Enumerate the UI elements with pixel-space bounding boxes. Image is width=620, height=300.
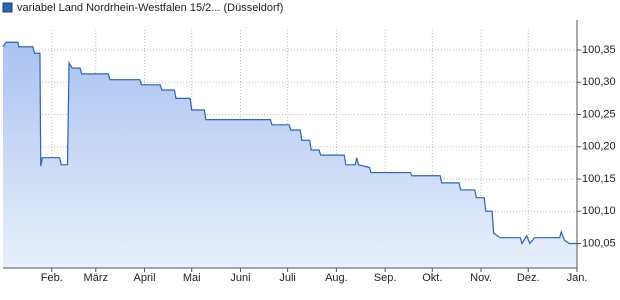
- x-tick-label: März: [84, 272, 108, 284]
- x-tick-label: Feb.: [41, 272, 63, 284]
- y-tick-label: 100,05: [582, 237, 616, 249]
- x-tick-label: Juli: [279, 272, 296, 284]
- y-tick-label: 100,30: [582, 76, 616, 88]
- y-tick-label: 100,10: [582, 205, 616, 217]
- legend-swatch: [2, 2, 13, 13]
- x-tick-label: Jan.: [567, 272, 588, 284]
- x-tick-label: Aug.: [325, 272, 348, 284]
- x-tick-label: Sep.: [374, 272, 397, 284]
- y-tick-label: 100,20: [582, 141, 616, 153]
- x-tick-label: Okt.: [422, 272, 442, 284]
- x-tick-label: Nov.: [470, 272, 492, 284]
- x-tick-label: Juni: [230, 272, 250, 284]
- legend-label: variabel Land Nordrhein-Westfalen 15/2..…: [17, 2, 283, 14]
- y-tick-label: 100,25: [582, 108, 616, 120]
- y-tick-label: 100,35: [582, 44, 616, 56]
- line: [2, 41, 577, 245]
- y-tick-label: 100,15: [582, 173, 616, 185]
- x-tick-label: Dez.: [517, 272, 540, 284]
- x-tick-label: Mai: [183, 272, 201, 284]
- x-tick-label: April: [134, 272, 156, 284]
- area: [3, 42, 577, 268]
